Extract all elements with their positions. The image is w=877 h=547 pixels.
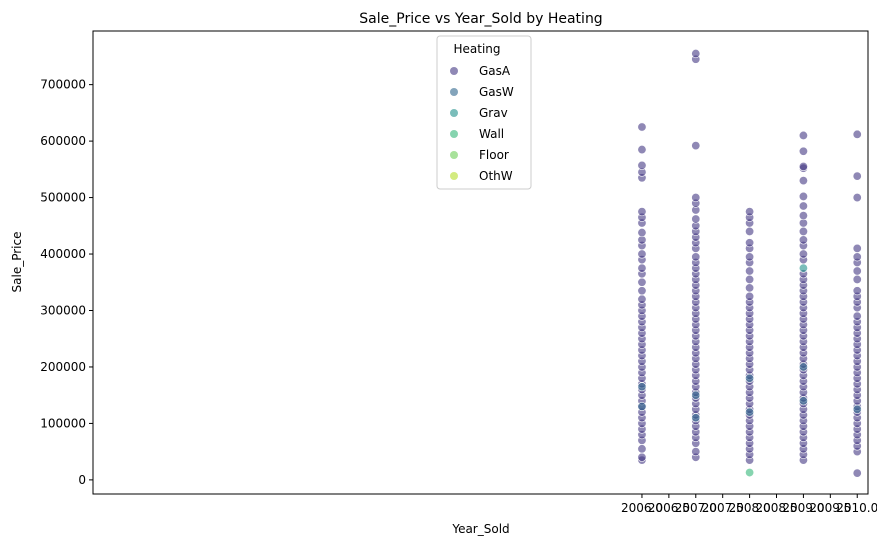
- data-point-gasa: [852, 243, 862, 253]
- y-tick-label: 300000: [40, 303, 86, 317]
- y-tick-label: 200000: [40, 360, 86, 374]
- legend-label: Wall: [479, 127, 504, 141]
- legend-frame: [436, 35, 532, 190]
- legend-label: GasW: [479, 85, 514, 99]
- data-point-gasa: [637, 145, 647, 155]
- data-point-gasa: [637, 286, 647, 296]
- data-point-gasa: [637, 160, 647, 170]
- data-point-gasa: [691, 49, 701, 59]
- x-tick-label: 2006.5: [648, 501, 690, 515]
- x-tick-label: 2008.5: [756, 501, 798, 515]
- data-point-gasa: [852, 193, 862, 203]
- plot-area: [92, 30, 869, 495]
- x-axis-label: Year_Sold: [451, 522, 509, 536]
- y-tick-label: 700000: [40, 78, 86, 92]
- x-tick-label: 2008.0: [729, 501, 771, 515]
- data-point-gasa: [745, 266, 755, 276]
- data-point-gasa: [852, 252, 862, 262]
- data-point-gasa: [852, 171, 862, 181]
- data-point-gasa: [745, 274, 755, 284]
- y-tick-label: 400000: [40, 247, 86, 261]
- legend-title: Heating: [453, 42, 500, 56]
- y-tick-label: 0: [78, 473, 86, 487]
- legend-label: GasA: [479, 64, 511, 78]
- data-point-gasa: [852, 266, 862, 276]
- data-point-gasa: [691, 193, 701, 203]
- data-point-gasa: [637, 122, 647, 132]
- legend: Heating GasA GasW Grav Wall Floor OthW: [436, 35, 532, 190]
- legend-label: Grav: [479, 106, 508, 120]
- data-point-gasa: [798, 235, 808, 245]
- data-point-gasw: [798, 362, 808, 372]
- chart-title: Sale_Price vs Year_Sold by Heating: [359, 11, 602, 27]
- legend-label: OthW: [479, 169, 513, 183]
- data-point-gasa: [691, 214, 701, 224]
- data-point-gasa: [798, 201, 808, 211]
- data-point-wall: [745, 468, 755, 478]
- x-tick-label: 2009.5: [809, 501, 851, 515]
- data-point-gasa: [852, 286, 862, 296]
- data-point-gasa: [637, 294, 647, 304]
- x-tick-label: 2010.0: [836, 501, 877, 515]
- plot-frame: [92, 30, 869, 495]
- x-tick-label: 2007.5: [702, 501, 744, 515]
- data-point-grav: [798, 263, 808, 273]
- data-point-gasa: [637, 444, 647, 454]
- data-point-gasa: [852, 274, 862, 284]
- data-point-gasw: [798, 396, 808, 406]
- data-point-gasw: [691, 390, 701, 400]
- data-point-gasa: [852, 468, 862, 478]
- legend-marker-wall: [450, 130, 458, 138]
- data-point-gasw: [637, 401, 647, 411]
- data-point-gasa: [798, 146, 808, 156]
- data-point-gasa: [637, 207, 647, 217]
- data-point-gasa: [798, 162, 808, 172]
- points-layer: [637, 49, 862, 478]
- y-tick-label: 100000: [40, 416, 86, 430]
- data-point-gasa: [798, 191, 808, 201]
- data-point-gasa: [637, 228, 647, 238]
- legend-marker-gasw: [450, 88, 458, 96]
- data-point-gasa: [745, 291, 755, 301]
- legend-entries: GasA GasW Grav Wall Floor OthW: [450, 64, 514, 183]
- data-point-gasa: [691, 252, 701, 262]
- legend-marker-grav: [450, 109, 458, 117]
- data-point-gasa: [852, 129, 862, 139]
- x-tick-label: 2007.0: [675, 501, 717, 515]
- data-point-gasa: [745, 226, 755, 236]
- legend-marker-floor: [450, 151, 458, 159]
- data-point-gasa: [798, 130, 808, 140]
- data-point-gasa: [637, 249, 647, 259]
- data-point-gasa: [852, 311, 862, 321]
- data-point-gasw: [852, 404, 862, 414]
- legend-marker-gasa: [450, 67, 458, 75]
- data-point-gasa: [691, 141, 701, 151]
- y-tick-label: 500000: [40, 191, 86, 205]
- data-point-gasa: [637, 263, 647, 273]
- data-point-gasa: [798, 211, 808, 221]
- data-point-gasw: [637, 382, 647, 392]
- legend-marker-othw: [450, 172, 458, 180]
- data-point-gasa: [745, 283, 755, 293]
- data-point-gasa: [745, 207, 755, 217]
- data-point-gasa: [745, 252, 755, 262]
- data-point-gasa: [798, 226, 808, 236]
- data-point-gasa: [798, 249, 808, 259]
- data-point-gasa: [691, 447, 701, 457]
- data-point-gasa: [637, 277, 647, 287]
- x-tick-label: 2006.0: [621, 501, 663, 515]
- data-point-gasw: [745, 373, 755, 383]
- y-axis-label: Sale_Price: [10, 232, 24, 293]
- x-axis: 2006.02006.52007.02007.52008.02008.52009…: [621, 494, 877, 515]
- y-axis: 0 100000 200000 300000 400000 500000 600000 700…: [40, 78, 93, 487]
- data-point-gasw: [745, 407, 755, 417]
- data-point-gasw: [691, 413, 701, 423]
- x-tick-label: 2009.0: [782, 501, 824, 515]
- data-point-gasa: [745, 238, 755, 248]
- data-point-gasa: [798, 176, 808, 186]
- data-point-gasa: [637, 452, 647, 462]
- y-tick-label: 600000: [40, 134, 86, 148]
- legend-label: Floor: [479, 148, 509, 162]
